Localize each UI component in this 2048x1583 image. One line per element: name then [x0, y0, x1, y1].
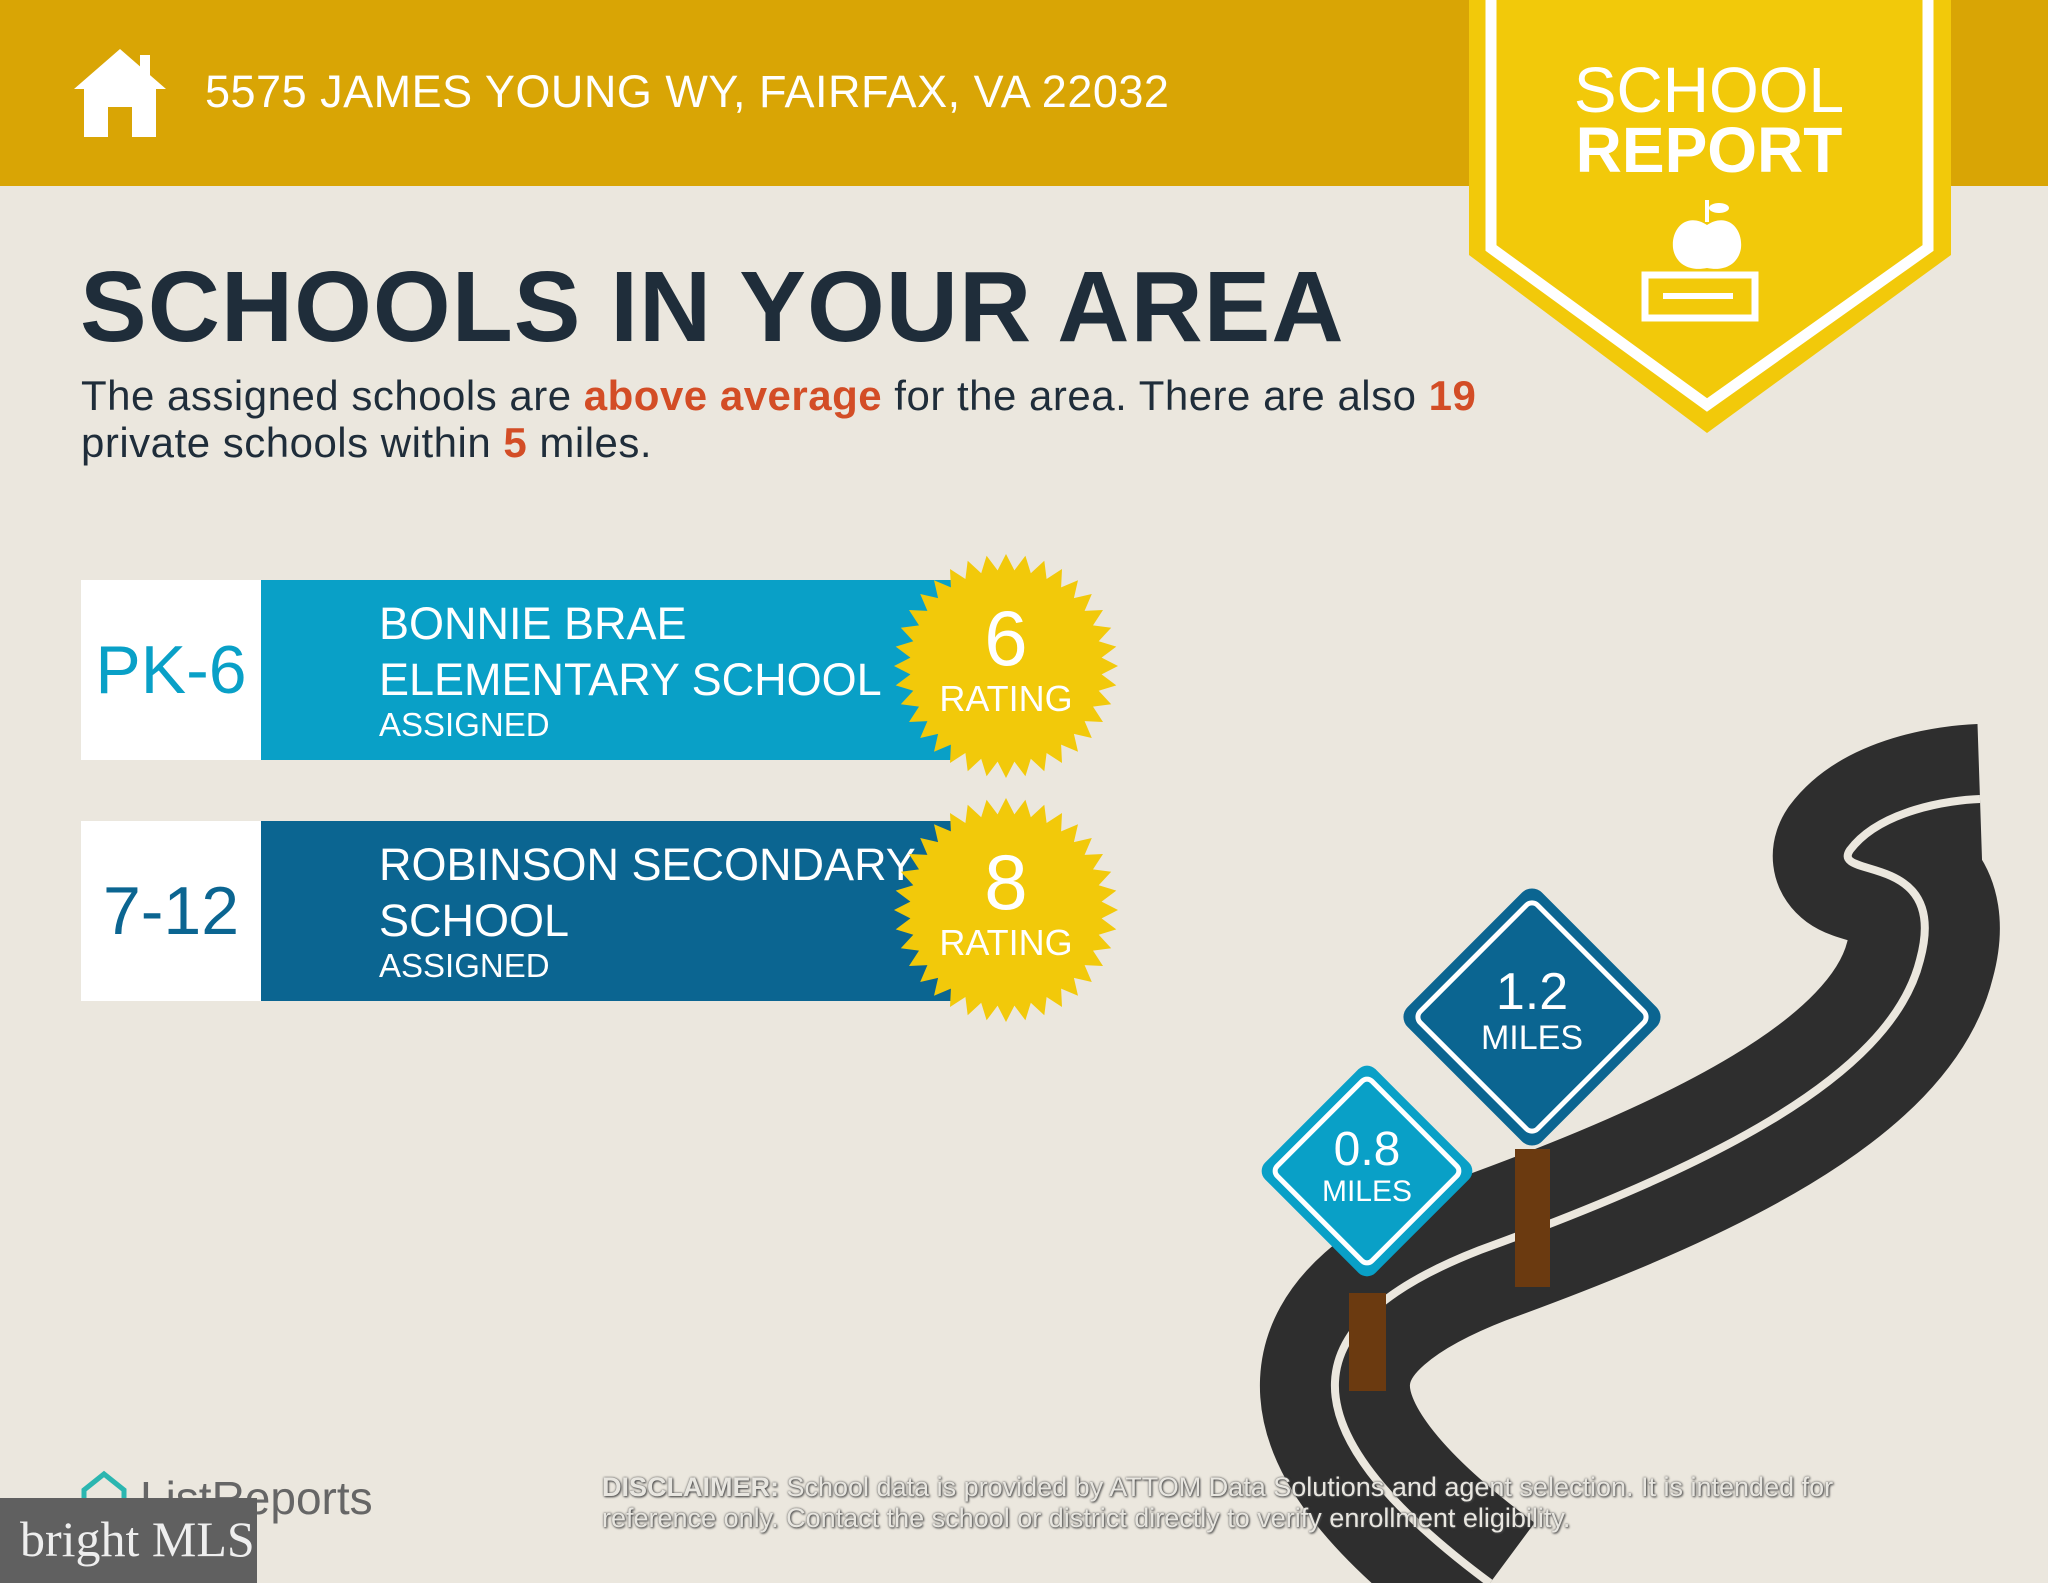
- intro-highlight: above average: [583, 372, 883, 419]
- distance-unit: MILES: [1480, 1019, 1584, 1057]
- distance-value: 0.8: [1333, 1123, 1401, 1176]
- school-info: ROBINSON SECONDARY SCHOOL ASSIGNED: [261, 821, 953, 1001]
- page-title: SCHOOLS IN YOUR AREA: [80, 251, 1345, 363]
- property-address: 5575 JAMES YOUNG WY, FAIRFAX, VA 22032: [205, 66, 1170, 117]
- distance-sign-diamond: [1403, 888, 1661, 1146]
- grade-range: PK-6: [81, 580, 261, 760]
- school-status: ASSIGNED: [379, 706, 550, 743]
- sign-post: [1515, 1149, 1550, 1287]
- rating-starburst: [894, 554, 1118, 778]
- intro-text: The assigned schools are above average f…: [81, 372, 1481, 466]
- rating-starburst: [894, 798, 1118, 1022]
- badge-line1: SCHOOL: [1573, 54, 1845, 126]
- school-name: ROBINSON SECONDARY SCHOOL: [379, 839, 915, 946]
- rating-caption: RATING: [939, 922, 1073, 963]
- school-info: BONNIE BRAE ELEMENTARY SCHOOL ASSIGNED: [261, 580, 953, 760]
- intro-part: private schools within: [81, 419, 504, 466]
- disclaimer-label: DISCLAIMER:: [602, 1472, 779, 1502]
- distance-sign: 1.2 MILES: [1452, 965, 1612, 1058]
- radius-miles: 5: [503, 419, 528, 466]
- school-status: ASSIGNED: [379, 947, 550, 984]
- intro-part: The assigned schools are: [81, 372, 584, 419]
- bright-mls-watermark: bright MLS: [0, 1498, 257, 1583]
- apple-on-book-icon: [1641, 200, 1759, 322]
- badge-line2: REPORT: [1575, 114, 1843, 186]
- rating-caption: RATING: [939, 678, 1073, 719]
- intro-part: for the area. There are also: [882, 372, 1429, 419]
- rating-label: 6 RATING: [891, 598, 1121, 720]
- school-row[interactable]: 7-12 ROBINSON SECONDARY SCHOOL ASSIGNED: [81, 821, 953, 1001]
- grade-range: 7-12: [81, 821, 261, 1001]
- house-icon: [74, 49, 166, 137]
- watermark-text: bright MLS: [20, 1511, 255, 1567]
- disclaimer: DISCLAIMER: School data is provided by A…: [602, 1472, 1942, 1534]
- rating-label: 8 RATING: [891, 842, 1121, 964]
- distance-value: 1.2: [1495, 963, 1569, 1021]
- intro-part: miles.: [527, 419, 653, 466]
- distance-unit: MILES: [1321, 1175, 1413, 1208]
- disclaimer-text: School data is provided by ATTOM Data So…: [602, 1472, 1834, 1533]
- distance-sign-diamond: [1261, 1065, 1473, 1277]
- school-row[interactable]: PK-6 BONNIE BRAE ELEMENTARY SCHOOL ASSIG…: [81, 580, 953, 760]
- sign-post: [1349, 1293, 1386, 1391]
- school-report-badge: [1469, 0, 1951, 433]
- rating-value: 6: [984, 594, 1028, 682]
- distance-sign: 0.8 MILES: [1297, 1125, 1437, 1209]
- school-name: BONNIE BRAE ELEMENTARY SCHOOL: [379, 598, 882, 705]
- rating-value: 8: [984, 838, 1028, 926]
- badge-title: SCHOOL REPORT: [1469, 54, 1949, 186]
- private-school-count: 19: [1428, 372, 1477, 419]
